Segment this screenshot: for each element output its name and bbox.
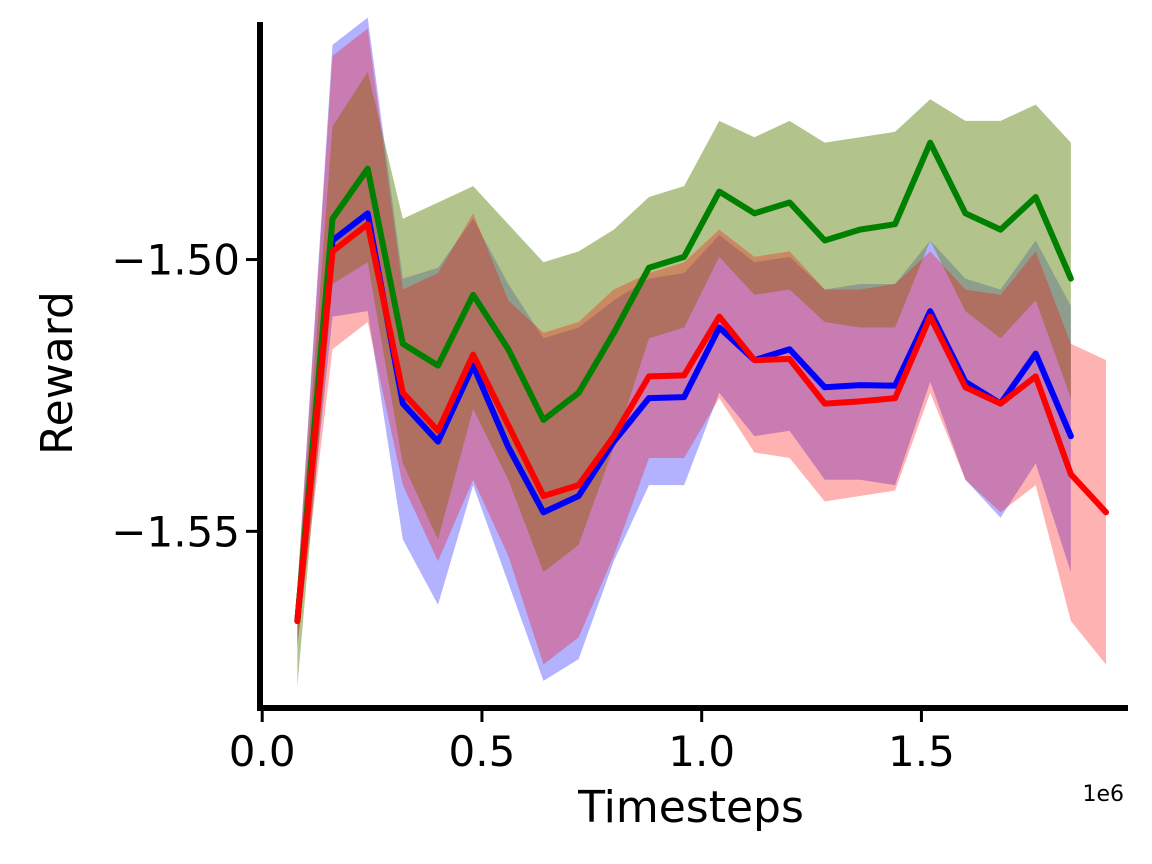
- ticks: 0.0 0.5 1.0 1.5 −1.50 −1.55: [111, 236, 955, 776]
- series-line-1: [294, 139, 1074, 625]
- x-tick-label-3: 1.5: [888, 727, 955, 776]
- confidence-band-0: [297, 17, 1071, 681]
- x-tick-label-0: 0.0: [229, 727, 296, 776]
- x-axis-label: Timesteps: [577, 782, 804, 833]
- y-tick-label-0: −1.50: [111, 236, 240, 285]
- x-axis-offset-label: 1e6: [1082, 782, 1124, 807]
- series-lines: [294, 139, 1110, 625]
- y-axis-label: Reward: [32, 291, 83, 455]
- x-tick-label-2: 1.0: [668, 727, 735, 776]
- series-line-2: [294, 221, 1110, 625]
- y-tick-label-1: −1.55: [111, 507, 240, 556]
- x-tick-label-1: 0.5: [449, 727, 516, 776]
- axes: [257, 22, 1128, 711]
